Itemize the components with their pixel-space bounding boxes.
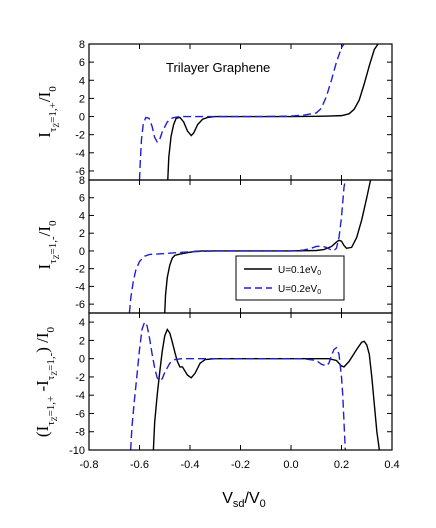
chart-annotation: Trilayer Graphene [166,60,270,75]
y-axis-label-top: IτZ=1,+/I0 [35,86,61,138]
y-tick-label-bottom: -10 [69,445,85,457]
y-tick-label-middle: 4 [79,210,85,222]
series-U02-top [138,44,345,180]
y-tick-label-top: 6 [79,57,85,69]
y-tick-label-middle: 6 [79,193,85,205]
y-tick-label-bottom: 4 [79,317,85,329]
x-tick-label: 0.2 [334,459,349,471]
legend: U=0.1eV0 U=0.2eV0 [235,255,345,301]
y-tick-label-top: -6 [75,166,85,178]
y-tick-label-bottom: -8 [75,427,85,439]
y-tick-label-bottom: 2 [79,335,85,347]
x-tick-label: -0.2 [231,459,250,471]
x-tick-label: -0.6 [130,459,149,471]
y-tick-label-bottom: -4 [75,390,85,402]
y-tick-label-top: 8 [79,39,85,51]
y-axis-label-bottom: (IτZ=1,+ -IτZ=1,-) /I0 [33,326,59,437]
y-tick-label-middle: 8 [79,175,85,187]
y-tick-label-middle: -4 [75,281,85,293]
plot-frame-bottom [88,312,393,451]
y-tick-label-middle: 2 [79,228,85,240]
y-tick-label-top: 4 [79,75,85,87]
x-tick-label: -0.4 [181,459,200,471]
legend-label-u01: U=0.1eV0 [278,265,321,277]
y-tick-label-middle: -6 [75,299,85,311]
y-tick-label-top: 2 [79,93,85,105]
panel-top: 8 6 4 2 0 -2 -4 -6 [75,39,393,181]
y-tick-label-top: -4 [75,148,85,160]
y-tick-label-bottom: -6 [75,408,85,420]
series-U01-bottom [152,327,381,450]
series-U02-bottom [129,320,346,450]
y-tick-label-bottom: 0 [79,354,85,366]
legend-label-u02: U=0.2eV0 [278,284,321,296]
y-tick-label-middle: -2 [75,264,85,276]
y-tick-label-middle: 0 [79,246,85,258]
y-tick-label-top: 0 [79,112,85,124]
y-axis-label-middle: IτZ=1,-/I0 [35,220,61,270]
x-tick-label: 0.0 [283,459,298,471]
y-tick-label-top: -2 [75,130,85,142]
y-tick-label-bottom: -2 [75,372,85,384]
x-axis-label: Vsd/V0 [222,490,266,510]
x-tick-label: 0.4 [384,459,399,471]
series-U02-middle [128,180,346,313]
x-tick-label: -0.8 [80,459,99,471]
panel-bottom: 4 2 0 -2 -4 -6 -8 -10 -0.8 -0.6 -0.4 -0.2 0.0 0.2 0.4 [69,312,400,471]
